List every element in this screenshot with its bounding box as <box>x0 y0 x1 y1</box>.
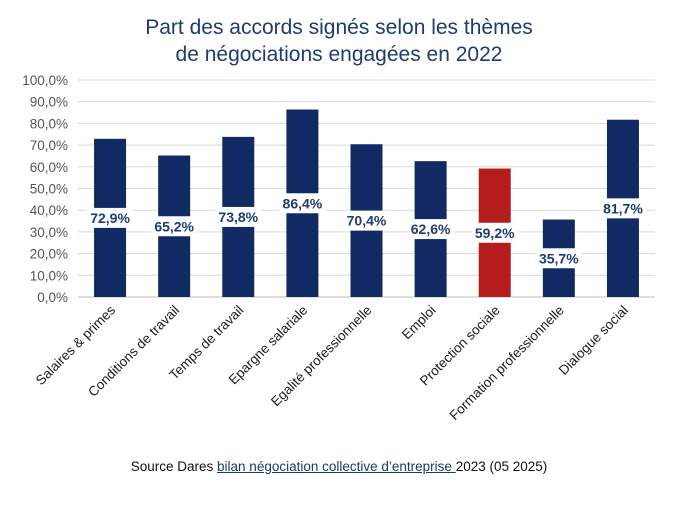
y-tick-label: 20,0% <box>30 247 68 262</box>
category-label: Emploi <box>399 303 439 343</box>
data-label: 81,7% <box>603 200 643 216</box>
data-label: 70,4% <box>347 213 387 229</box>
source-suffix: 2023 (05 2025) <box>455 459 548 474</box>
y-tick-label: 70,0% <box>30 138 68 153</box>
source-note: Source Dares bilan négociation collectiv… <box>0 459 678 474</box>
data-label-background <box>535 248 582 269</box>
bars <box>94 109 639 298</box>
data-label: 59,2% <box>475 225 515 241</box>
data-label-background <box>215 206 262 227</box>
data-label: 65,2% <box>154 218 194 234</box>
data-label-background <box>279 193 326 214</box>
y-tick-label: 30,0% <box>30 225 68 240</box>
data-label: 73,8% <box>218 209 258 225</box>
category-label: Dialogue social <box>556 303 631 378</box>
chart-title: Part des accords signés selon les thèmes… <box>0 14 678 68</box>
data-label: 62,6% <box>411 221 451 237</box>
bar-chart: 0,0% 10,0% 20,0% 30,0% 40,0% 50,0% 60,0% 70,0% 8… <box>22 73 655 423</box>
y-axis-tick-labels: 0,0% 10,0% 20,0% 30,0% 40,0% 50,0% 60,0% 70,0% 8… <box>22 73 68 305</box>
y-tick-label: 40,0% <box>30 203 68 218</box>
data-label-background <box>407 219 454 240</box>
y-tick-label: 80,0% <box>30 116 68 131</box>
chart-title-line-1: Part des accords signés selon les thèmes <box>145 16 533 39</box>
y-tick-label: 90,0% <box>30 95 68 110</box>
data-label-background <box>151 216 198 237</box>
data-label: 86,4% <box>283 195 323 211</box>
data-label-background <box>471 222 518 243</box>
category-label: Formation professionnelle <box>447 303 567 423</box>
y-tick-label: 100,0% <box>22 73 68 88</box>
data-label-background <box>343 210 390 231</box>
data-label: 72,9% <box>90 210 130 226</box>
data-label-background <box>599 198 646 219</box>
y-tick-label: 10,0% <box>30 268 68 283</box>
y-tick-label: 0,0% <box>37 290 68 305</box>
data-labels: 72,9% 65,2% 73,8% 86,4% 70,4% 62,6% 59,2% 35,7%… <box>87 193 646 269</box>
y-tick-label: 50,0% <box>30 182 68 197</box>
data-label-background <box>87 207 134 228</box>
chart-title-line-2: de négociations engagées en 2022 <box>175 43 503 66</box>
source-link[interactable]: bilan négociation collective d’entrepris… <box>217 459 456 474</box>
source-prefix: Source Dares <box>130 459 218 474</box>
data-label: 35,7% <box>539 250 579 266</box>
y-tick-label: 60,0% <box>30 160 68 175</box>
